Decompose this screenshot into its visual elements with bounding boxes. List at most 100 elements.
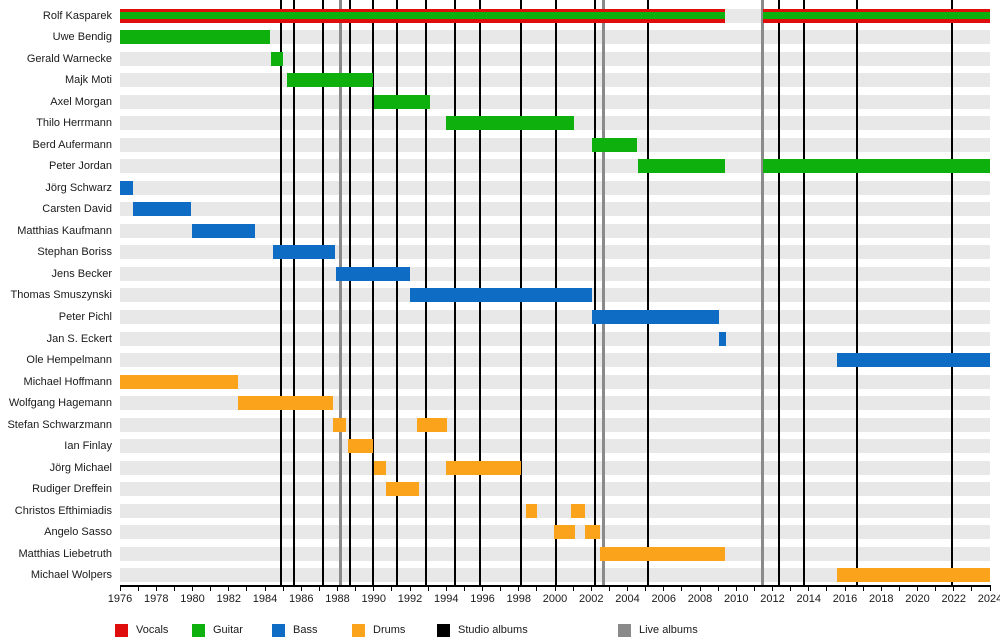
axis-year-label: 1988 bbox=[325, 593, 350, 605]
member-label: Matthias Liebetruth bbox=[18, 547, 112, 560]
member-tenure-bar bbox=[386, 482, 420, 497]
member-label: Thilo Herrmann bbox=[36, 117, 112, 130]
member-label: Christos Efthimiadis bbox=[14, 504, 112, 517]
axis-tick bbox=[663, 587, 665, 591]
axis-year-label: 2010 bbox=[724, 593, 749, 605]
axis-year-label: 1984 bbox=[252, 593, 278, 605]
studio-album-line bbox=[802, 0, 806, 585]
axis-year-label: 1998 bbox=[506, 593, 531, 605]
axis-tick bbox=[337, 587, 338, 591]
axis-tick bbox=[373, 587, 375, 591]
axis-tick bbox=[608, 587, 610, 591]
member-label: Matthias Kaufmann bbox=[17, 224, 112, 237]
member-tenure-bar bbox=[348, 439, 373, 454]
member-tenure-bar bbox=[120, 374, 238, 389]
member-tenure-bar bbox=[599, 546, 725, 561]
axis-year-label: 2008 bbox=[687, 593, 713, 605]
axis-tick bbox=[862, 587, 864, 591]
legend-label: Drums bbox=[373, 624, 406, 636]
legend-swatch-guitar bbox=[192, 624, 205, 637]
member-label: Wolfgang Hagemann bbox=[8, 397, 112, 410]
member-label: Rudiger Dreffein bbox=[32, 483, 112, 496]
member-label: Berd Aufermann bbox=[32, 138, 113, 151]
axis-year-label: 2000 bbox=[542, 593, 568, 605]
axis-tick bbox=[264, 587, 266, 591]
member-tenure-bar bbox=[837, 568, 990, 583]
axis-tick bbox=[318, 587, 320, 591]
member-label: Stephan Boriss bbox=[37, 246, 112, 259]
axis-year-label: 2004 bbox=[615, 593, 640, 605]
axis-tick bbox=[518, 587, 520, 591]
member-tenure-bar bbox=[120, 30, 271, 45]
axis-tick bbox=[935, 587, 937, 591]
studio-album-line bbox=[395, 0, 399, 585]
axis-tick bbox=[119, 587, 121, 591]
axis-tick bbox=[645, 587, 647, 591]
member-tenure-bar bbox=[270, 51, 284, 66]
studio-album-line bbox=[321, 0, 325, 585]
legend-swatch-live-albums bbox=[618, 624, 631, 637]
legend-label: Studio albums bbox=[458, 624, 528, 636]
axis-year-label: 2012 bbox=[760, 593, 785, 605]
member-label: Peter Jordan bbox=[49, 160, 112, 173]
axis-year-label: 1986 bbox=[289, 593, 314, 605]
legend-label: Bass bbox=[293, 624, 318, 636]
axis-tick bbox=[772, 587, 773, 591]
axis-year-label: 2018 bbox=[869, 593, 894, 605]
member-tenure-bar bbox=[526, 503, 537, 518]
axis-tick bbox=[808, 587, 810, 591]
axis-tick bbox=[409, 587, 411, 591]
axis-tick bbox=[445, 587, 447, 591]
axis-tick bbox=[917, 587, 918, 591]
member-tenure-bar bbox=[719, 331, 726, 346]
member-label: Carsten David bbox=[42, 203, 112, 216]
axis-tick bbox=[735, 587, 737, 591]
member-label: Jörg Michael bbox=[49, 461, 112, 474]
legend-swatch-drums bbox=[352, 624, 365, 637]
axis-tick bbox=[210, 587, 212, 591]
axis-year-label: 2016 bbox=[832, 593, 858, 605]
axis-year-label: 1994 bbox=[434, 593, 459, 605]
member-label: Axel Morgan bbox=[50, 95, 112, 108]
member-tenure-bar bbox=[762, 159, 990, 174]
member-label: Jens Becker bbox=[51, 267, 112, 280]
member-tenure-bar bbox=[591, 137, 637, 152]
axis-year-label: 1980 bbox=[180, 593, 205, 605]
member-label: Jörg Schwarz bbox=[45, 181, 112, 194]
studio-album-line bbox=[855, 0, 859, 585]
axis-tick bbox=[536, 587, 538, 591]
member-tenure-bar bbox=[417, 417, 447, 432]
axis-tick bbox=[627, 587, 628, 591]
axis-baseline bbox=[120, 585, 991, 587]
studio-album-line bbox=[348, 0, 352, 585]
guitar-stripe bbox=[762, 12, 990, 20]
member-label: Stefan Schwarzmann bbox=[7, 418, 112, 431]
member-tenure-bar bbox=[336, 266, 410, 281]
member-tenure-bar bbox=[374, 460, 387, 475]
axis-tick bbox=[246, 587, 248, 591]
studio-album-line bbox=[279, 0, 283, 585]
axis-tick bbox=[391, 587, 393, 591]
legend-swatch-bass bbox=[272, 624, 285, 637]
member-label: Peter Pichl bbox=[58, 311, 112, 324]
member-tenure-bar bbox=[591, 310, 720, 325]
axis-tick bbox=[228, 587, 230, 591]
member-tenure-bar bbox=[332, 417, 347, 432]
member-label: Uwe Bendig bbox=[52, 31, 112, 44]
axis-year-label: 1982 bbox=[216, 593, 241, 605]
member-label: Jan S. Eckert bbox=[46, 332, 112, 345]
member-label: Ole Hempelmann bbox=[26, 354, 112, 367]
axis-tick bbox=[717, 587, 719, 591]
member-label: Rolf Kasparek bbox=[42, 9, 112, 22]
axis-year-label: 1992 bbox=[397, 593, 423, 605]
axis-tick bbox=[753, 587, 755, 591]
axis-year-label: 2024 bbox=[977, 593, 1000, 605]
member-label: Majk Moti bbox=[64, 74, 112, 87]
legend-label: Guitar bbox=[213, 624, 243, 636]
member-tenure-bar bbox=[762, 8, 990, 23]
member-tenure-bar bbox=[286, 73, 374, 88]
axis-tick bbox=[826, 587, 828, 591]
member-tenure-bar bbox=[191, 223, 256, 238]
live-album-line bbox=[761, 0, 765, 585]
axis-tick bbox=[590, 587, 592, 591]
